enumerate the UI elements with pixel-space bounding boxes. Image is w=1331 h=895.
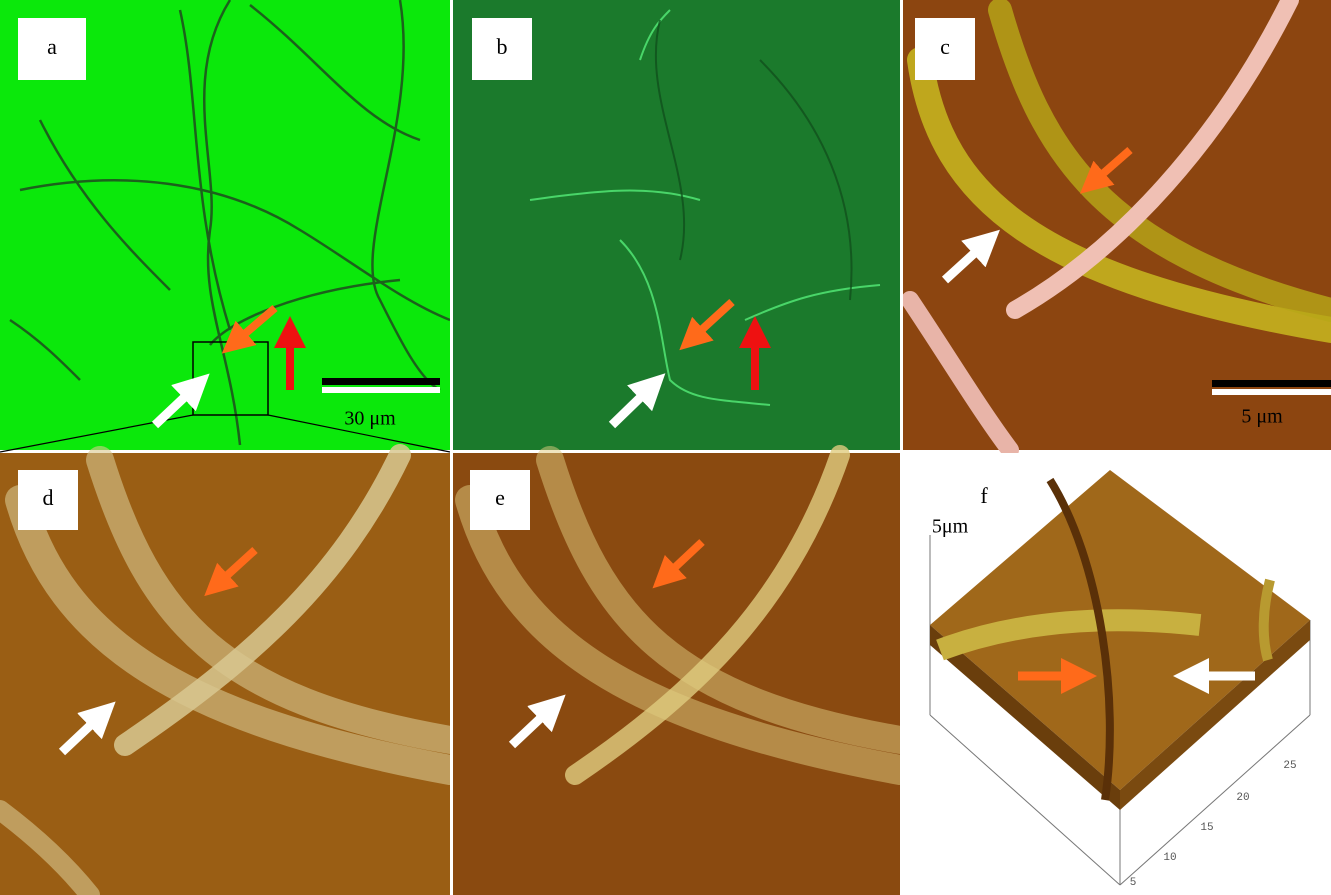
panel-label: d [43, 485, 54, 510]
separator [900, 0, 903, 895]
scale-bar-label: 30 μm [344, 408, 396, 430]
panel-label: b [497, 34, 508, 59]
panel-a: a 30 μm [0, 0, 450, 452]
separator [450, 0, 453, 895]
panel-label: e [495, 485, 505, 510]
panel-f: f 5μm 5 10 15 20 25 [903, 453, 1331, 895]
axis-tick-label: 10 [1163, 852, 1176, 864]
scale-bar [322, 387, 440, 393]
panel-label: c [940, 34, 950, 59]
axis-tick-label: 5 [1130, 877, 1137, 889]
panel-c: c 5 μm [903, 0, 1331, 450]
panel-b: b [453, 0, 900, 450]
axis-tick-label: 15 [1200, 822, 1213, 834]
z-axis-label: 5μm [932, 516, 969, 538]
scale-bar [322, 378, 440, 385]
axis-tick-label: 25 [1283, 760, 1296, 772]
scale-bar [1212, 389, 1331, 395]
scale-bar [1212, 380, 1331, 387]
figure: a 30 μm b [0, 0, 1331, 895]
panel-label: f [980, 483, 988, 508]
panel-d: d [0, 453, 450, 895]
panel-label: a [47, 34, 57, 59]
axis-tick-label: 20 [1236, 792, 1249, 804]
panel-e: e [453, 453, 900, 895]
scale-bar-label: 5 μm [1241, 406, 1283, 428]
